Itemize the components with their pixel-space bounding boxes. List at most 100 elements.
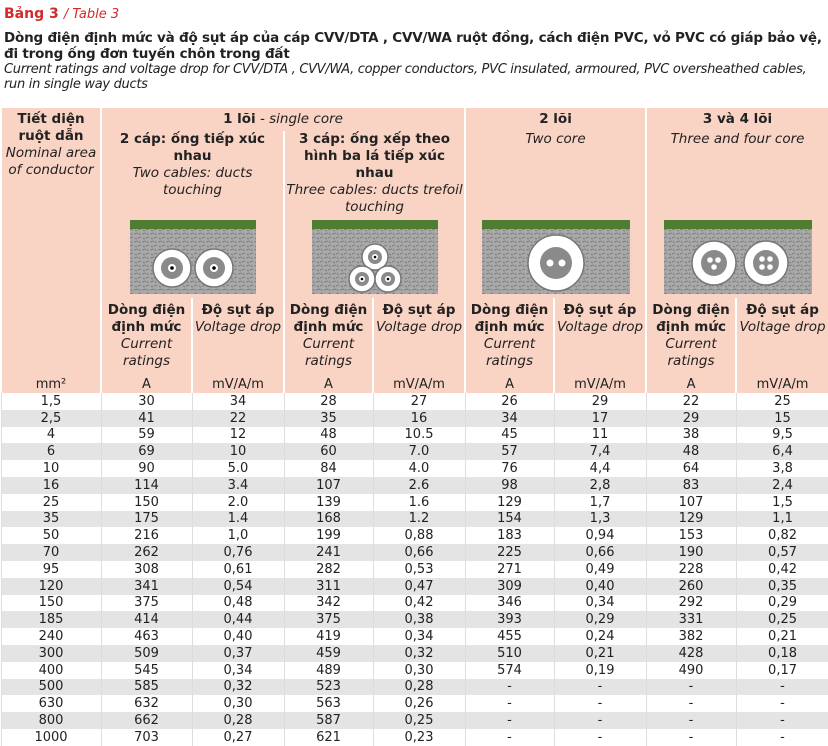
size-cell: 1000 xyxy=(0,728,102,746)
cell: 175 xyxy=(100,510,193,528)
cell: 523 xyxy=(283,678,374,696)
conductor-header-en: Nominal area of conductor xyxy=(5,145,97,178)
cell: 107 xyxy=(283,476,374,494)
cell: 0,25 xyxy=(735,611,828,629)
size-cell: 1,5 xyxy=(0,393,102,410)
cell: 190 xyxy=(645,544,737,561)
subgroup-row: 2 cáp: ống tiếp xúc nhau Two cables: duct… xyxy=(1,131,828,216)
unit: mV/A/m xyxy=(191,376,285,393)
cell: 0,21 xyxy=(735,628,828,645)
data-row: 1,5 30 34 28 27 26 29 22 25 xyxy=(0,393,828,410)
unit: mV/A/m xyxy=(371,376,467,393)
data-row: 185 414 0,44 375 0,38 393 0,29 331 0,25 xyxy=(0,611,828,629)
cell: 282 xyxy=(283,560,374,578)
cell: 60 xyxy=(283,443,374,461)
conductor-header: Tiết diện ruột dẫn Nominal area of conduc… xyxy=(0,108,102,376)
cell: 107 xyxy=(645,493,737,511)
cell: - xyxy=(553,712,647,729)
column-header-en: Voltage drop xyxy=(739,319,826,335)
cell: 703 xyxy=(100,728,193,746)
cell: 29 xyxy=(645,409,737,427)
column-header: Độ sụt áp Voltage drop xyxy=(191,298,285,376)
duct-image xyxy=(663,220,812,294)
column-header-vi: Dòng điện định mức xyxy=(289,302,368,335)
cell: 1,1 xyxy=(735,510,828,528)
cell: 225 xyxy=(464,544,555,561)
cell: - xyxy=(645,678,737,696)
cell: 375 xyxy=(283,611,374,629)
cell: - xyxy=(645,728,737,746)
cell: - xyxy=(464,678,555,696)
cell: 490 xyxy=(645,661,737,679)
cell: 3.4 xyxy=(191,476,285,494)
cell: 4.0 xyxy=(372,460,466,477)
column-header-vi: Độ sụt áp xyxy=(201,302,275,318)
column-header-en: Voltage drop xyxy=(194,319,282,335)
data-row: 50 216 1,0 199 0,88 183 0,94 153 0,82 xyxy=(0,527,828,545)
cell: 382 xyxy=(645,628,737,645)
cell: 509 xyxy=(100,644,193,662)
cell: 0,61 xyxy=(191,560,285,578)
cell: 1.4 xyxy=(191,510,285,528)
cell: 7.0 xyxy=(372,443,466,461)
cell: 271 xyxy=(464,560,555,578)
cell: 76 xyxy=(464,460,555,477)
cell: 0,34 xyxy=(372,628,466,645)
cell: 341 xyxy=(100,577,193,595)
cell: 168 xyxy=(283,510,374,528)
data-row: 500 585 0,32 523 0,28- - - - xyxy=(0,678,828,696)
cell: 0,76 xyxy=(191,544,285,561)
cell: 98 xyxy=(464,476,555,494)
cell: 41 xyxy=(100,409,193,427)
cell: 0,26 xyxy=(372,695,466,713)
cell: 309 xyxy=(464,577,555,595)
column-header: Dòng điện định mức Current ratings xyxy=(283,298,374,376)
cell: 0,48 xyxy=(191,594,285,612)
image-cell xyxy=(282,216,467,298)
cell: - xyxy=(735,678,828,696)
cell: 455 xyxy=(464,628,555,645)
size-cell: 95 xyxy=(0,560,102,578)
size-cell: 630 xyxy=(0,695,102,713)
cell: 0,24 xyxy=(553,628,647,645)
cell: 22 xyxy=(645,393,737,410)
cell: - xyxy=(553,695,647,713)
ratings-table: Tiết diện ruột dẫn Nominal area of conduc… xyxy=(0,108,828,746)
cell: 25 xyxy=(735,393,828,410)
cell: 260 xyxy=(645,577,737,595)
cell: 632 xyxy=(100,695,193,713)
cell: 0,66 xyxy=(372,544,466,561)
page: Bảng 3 {"header": {"title": "Bảng 3", "t… xyxy=(0,6,828,746)
cell: 0,54 xyxy=(191,577,285,595)
cell: 2.0 xyxy=(191,493,285,511)
column-header-vi: Độ sụt áp xyxy=(746,302,819,318)
cell: 153 xyxy=(645,527,737,545)
cell: 15 xyxy=(735,409,828,427)
cell: 0,29 xyxy=(735,594,828,612)
cell: 585 xyxy=(100,678,193,696)
cell: 1,0 xyxy=(191,527,285,545)
group-row: Tiết diện ruột dẫn Nominal area of conduc… xyxy=(0,108,828,376)
column-header-en: Current ratings xyxy=(665,336,717,369)
column-header: Độ sụt áp Voltage drop xyxy=(735,298,828,376)
cell: 0,28 xyxy=(372,678,466,696)
duct-image xyxy=(311,220,438,294)
column-header: Dòng điện định mức Current ratings xyxy=(464,298,556,376)
cell: 1,7 xyxy=(553,493,647,511)
data-row: 150 375 0,48 342 0,42 346 0,34 292 0,29 xyxy=(0,594,828,612)
cell: 0,40 xyxy=(191,628,285,645)
image-cell xyxy=(645,216,828,298)
cell: 59 xyxy=(100,426,193,444)
cell: 419 xyxy=(283,628,374,645)
unit: mV/A/m xyxy=(735,376,828,393)
cell: 48 xyxy=(645,443,737,461)
cell: 0,82 xyxy=(735,527,828,545)
cell: 1,5 xyxy=(735,493,828,511)
cell: 346 xyxy=(464,594,555,612)
title: Bảng 3 xyxy=(4,6,59,22)
heading: Dòng điện định mức và độ sụt áp của cáp … xyxy=(4,30,822,62)
data-row: 630 632 0,30 563 0,26- - - - xyxy=(0,695,828,713)
column-header-vi: Dòng điện định mức xyxy=(107,302,186,335)
cell: 0,30 xyxy=(191,695,285,713)
cell: - xyxy=(464,728,555,746)
